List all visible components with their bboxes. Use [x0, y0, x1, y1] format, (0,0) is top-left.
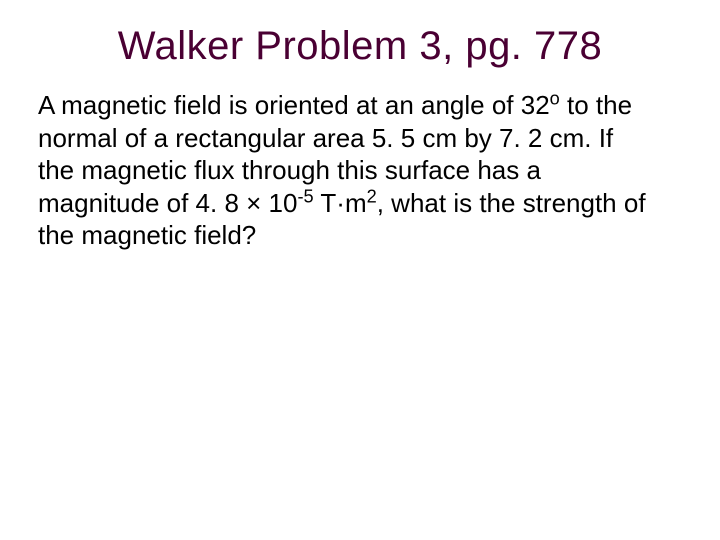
problem-text-segment: T·m: [314, 188, 367, 218]
problem-text-segment: the magnetic flux through this surface h…: [38, 155, 541, 185]
slide-title: Walker Problem 3, pg. 778: [38, 24, 682, 69]
times-symbol: ×: [246, 188, 261, 218]
exponent: 2: [367, 186, 377, 206]
degree-superscript: o: [550, 88, 560, 108]
problem-text-segment: A magnetic field is oriented at an angle…: [38, 90, 550, 120]
problem-text-segment: , what is the strength of: [377, 188, 646, 218]
problem-text-segment: 10: [261, 188, 297, 218]
problem-text-segment: magnitude of 4. 8: [38, 188, 246, 218]
problem-text-segment: to the: [560, 90, 632, 120]
problem-text-segment: normal of a rectangular area 5. 5 cm by …: [38, 123, 613, 153]
problem-text-segment: the magnetic field?: [38, 220, 256, 250]
exponent: -5: [297, 186, 313, 206]
problem-statement: A magnetic field is oriented at an angle…: [38, 89, 682, 252]
